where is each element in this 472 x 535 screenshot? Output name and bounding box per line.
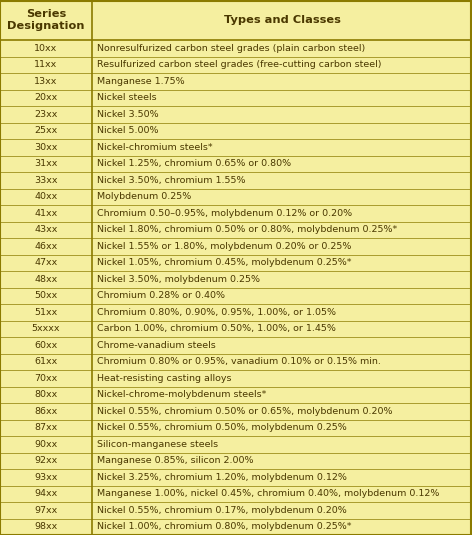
Text: 98xx: 98xx — [34, 522, 58, 531]
Text: Manganese 1.00%, nickel 0.45%, chromium 0.40%, molybdenum 0.12%: Manganese 1.00%, nickel 0.45%, chromium … — [97, 489, 439, 498]
Text: Series
Designation: Series Designation — [7, 9, 85, 31]
Text: Nickel 1.25%, chromium 0.65% or 0.80%: Nickel 1.25%, chromium 0.65% or 0.80% — [97, 159, 291, 168]
Text: 25xx: 25xx — [34, 126, 58, 135]
Text: Chrome-vanadium steels: Chrome-vanadium steels — [97, 341, 216, 350]
Text: 94xx: 94xx — [34, 489, 58, 498]
Text: 23xx: 23xx — [34, 110, 58, 119]
Text: 70xx: 70xx — [34, 374, 58, 383]
Text: Chromium 0.80%, 0.90%, 0.95%, 1.00%, or 1.05%: Chromium 0.80%, 0.90%, 0.95%, 1.00%, or … — [97, 308, 336, 317]
Text: Nickel 3.50%, chromium 1.55%: Nickel 3.50%, chromium 1.55% — [97, 176, 245, 185]
Text: Nickel-chromium steels*: Nickel-chromium steels* — [97, 143, 213, 152]
Text: Nickel 1.55% or 1.80%, molybdenum 0.20% or 0.25%: Nickel 1.55% or 1.80%, molybdenum 0.20% … — [97, 242, 352, 251]
Text: 30xx: 30xx — [34, 143, 58, 152]
Text: Carbon 1.00%, chromium 0.50%, 1.00%, or 1.45%: Carbon 1.00%, chromium 0.50%, 1.00%, or … — [97, 324, 336, 333]
Text: 93xx: 93xx — [34, 473, 58, 482]
Text: 41xx: 41xx — [34, 209, 58, 218]
Text: 43xx: 43xx — [34, 225, 58, 234]
Text: Molybdenum 0.25%: Molybdenum 0.25% — [97, 192, 191, 201]
Text: Nickel 0.55%, chromium 0.50% or 0.65%, molybdenum 0.20%: Nickel 0.55%, chromium 0.50% or 0.65%, m… — [97, 407, 393, 416]
Text: Nickel 0.55%, chromium 0.50%, molybdenum 0.25%: Nickel 0.55%, chromium 0.50%, molybdenum… — [97, 423, 347, 432]
Text: 51xx: 51xx — [34, 308, 58, 317]
Text: 86xx: 86xx — [34, 407, 58, 416]
Text: 33xx: 33xx — [34, 176, 58, 185]
Text: Chromium 0.80% or 0.95%, vanadium 0.10% or 0.15% min.: Chromium 0.80% or 0.95%, vanadium 0.10% … — [97, 357, 381, 366]
Text: Nickel 3.25%, chromium 1.20%, molybdenum 0.12%: Nickel 3.25%, chromium 1.20%, molybdenum… — [97, 473, 347, 482]
Text: Nickel 1.80%, chromium 0.50% or 0.80%, molybdenum 0.25%*: Nickel 1.80%, chromium 0.50% or 0.80%, m… — [97, 225, 397, 234]
Text: 80xx: 80xx — [34, 390, 58, 399]
Text: 13xx: 13xx — [34, 77, 58, 86]
Text: Nickel 3.50%, molybdenum 0.25%: Nickel 3.50%, molybdenum 0.25% — [97, 275, 260, 284]
Text: Silicon-manganese steels: Silicon-manganese steels — [97, 440, 218, 449]
Text: 46xx: 46xx — [34, 242, 58, 251]
Text: 31xx: 31xx — [34, 159, 58, 168]
Text: 5xxxx: 5xxxx — [32, 324, 60, 333]
Text: Resulfurized carbon steel grades (free-cutting carbon steel): Resulfurized carbon steel grades (free-c… — [97, 60, 381, 69]
Text: Manganese 1.75%: Manganese 1.75% — [97, 77, 185, 86]
Text: 97xx: 97xx — [34, 506, 58, 515]
Text: Nickel 5.00%: Nickel 5.00% — [97, 126, 159, 135]
Text: 11xx: 11xx — [34, 60, 58, 69]
Text: Heat-resisting casting alloys: Heat-resisting casting alloys — [97, 374, 232, 383]
Text: Manganese 0.85%, silicon 2.00%: Manganese 0.85%, silicon 2.00% — [97, 456, 253, 465]
Text: 87xx: 87xx — [34, 423, 58, 432]
Text: Nickel 1.00%, chromium 0.80%, molybdenum 0.25%*: Nickel 1.00%, chromium 0.80%, molybdenum… — [97, 522, 352, 531]
Text: 50xx: 50xx — [34, 291, 58, 300]
Text: 48xx: 48xx — [34, 275, 58, 284]
Text: 40xx: 40xx — [34, 192, 58, 201]
Text: Nonresulfurized carbon steel grades (plain carbon steel): Nonresulfurized carbon steel grades (pla… — [97, 44, 365, 53]
Text: Chromium 0.28% or 0.40%: Chromium 0.28% or 0.40% — [97, 291, 225, 300]
Text: Chromium 0.50–0.95%, molybdenum 0.12% or 0.20%: Chromium 0.50–0.95%, molybdenum 0.12% or… — [97, 209, 352, 218]
Text: 92xx: 92xx — [34, 456, 58, 465]
Text: 20xx: 20xx — [34, 93, 58, 102]
Text: Nickel 0.55%, chromium 0.17%, molybdenum 0.20%: Nickel 0.55%, chromium 0.17%, molybdenum… — [97, 506, 347, 515]
Text: 47xx: 47xx — [34, 258, 58, 268]
Text: 90xx: 90xx — [34, 440, 58, 449]
Text: Nickel steels: Nickel steels — [97, 93, 157, 102]
Text: Nickel-chrome-molybdenum steels*: Nickel-chrome-molybdenum steels* — [97, 390, 266, 399]
Text: Nickel 3.50%: Nickel 3.50% — [97, 110, 159, 119]
Text: 60xx: 60xx — [34, 341, 58, 350]
Text: 10xx: 10xx — [34, 44, 58, 53]
Text: 61xx: 61xx — [34, 357, 58, 366]
Text: Nickel 1.05%, chromium 0.45%, molybdenum 0.25%*: Nickel 1.05%, chromium 0.45%, molybdenum… — [97, 258, 352, 268]
Text: Types and Classes: Types and Classes — [224, 15, 340, 25]
